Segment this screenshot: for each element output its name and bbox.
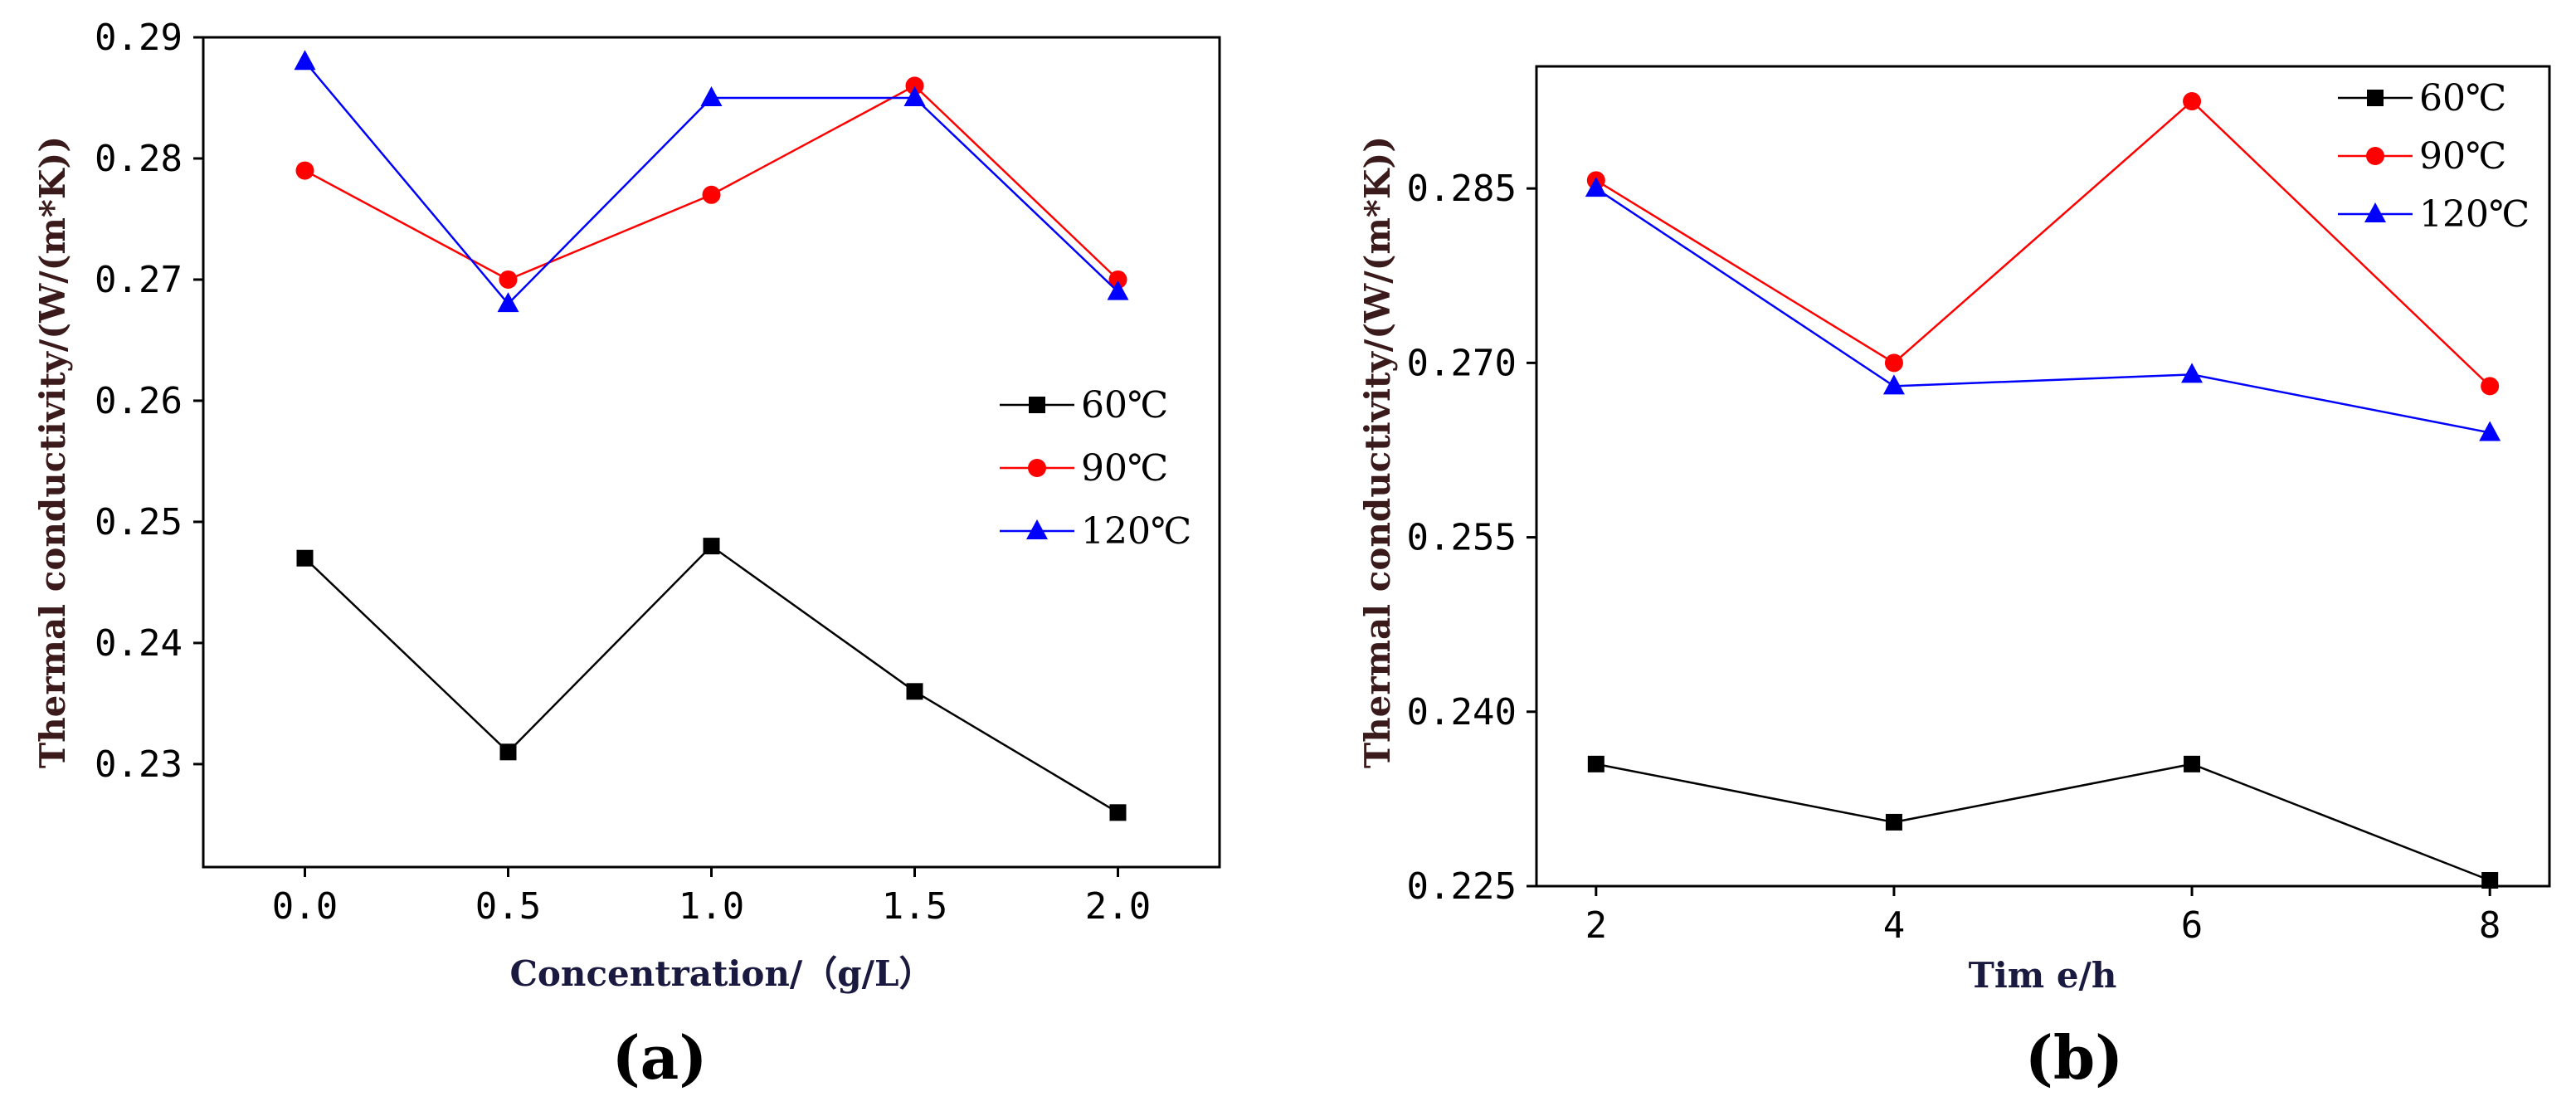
x-tick-label: 1.5 bbox=[882, 885, 947, 928]
data-point bbox=[497, 292, 519, 313]
data-point bbox=[1109, 804, 1127, 821]
data-point bbox=[296, 549, 314, 567]
data-point bbox=[905, 76, 924, 95]
data-point bbox=[1882, 374, 1905, 395]
data-point bbox=[1585, 177, 1607, 197]
y-tick-label: 0.27 bbox=[95, 259, 183, 301]
y-tick-label: 0.225 bbox=[1407, 865, 1517, 908]
y-axis-label: Thermal conductivity/(W/(m*K)) bbox=[1357, 136, 1398, 768]
y-tick-label: 0.285 bbox=[1407, 168, 1517, 210]
legend-marker bbox=[1026, 519, 1048, 539]
x-axis-label: Tim e/h bbox=[1969, 955, 2117, 996]
y-tick-label: 0.255 bbox=[1407, 517, 1517, 559]
legend-marker bbox=[2364, 202, 2386, 222]
legend-marker bbox=[1028, 459, 1046, 477]
data-point bbox=[294, 50, 316, 71]
data-point bbox=[700, 85, 723, 106]
y-tick-label: 0.25 bbox=[95, 501, 183, 543]
data-point bbox=[1587, 755, 1605, 772]
y-tick-label: 0.24 bbox=[95, 622, 183, 665]
legend-label: 90℃ bbox=[1081, 447, 1168, 490]
x-tick-label: 0.0 bbox=[272, 885, 338, 928]
data-point bbox=[2479, 421, 2501, 441]
x-tick-label: 6 bbox=[2181, 904, 2203, 947]
x-axis-label: Concentration/（g/L） bbox=[509, 953, 933, 994]
legend-marker bbox=[2367, 90, 2384, 106]
series-line bbox=[1595, 100, 2491, 387]
data-point bbox=[2481, 871, 2499, 889]
series-line bbox=[1595, 763, 2491, 882]
y-tick-label: 0.28 bbox=[95, 138, 183, 180]
x-tick-label: 8 bbox=[2479, 904, 2501, 947]
series-line bbox=[304, 84, 1119, 281]
data-point bbox=[906, 683, 923, 700]
data-point bbox=[703, 538, 720, 555]
legend-label: 120℃ bbox=[2419, 193, 2530, 236]
x-tick-label: 4 bbox=[1883, 904, 1906, 947]
chart-panel-b: 0.225 0.240 0.255 0.270 0.285 2 4 6 8 Tim e/h Ther… bbox=[1357, 65, 2551, 1093]
y-axis-label: Thermal conductivity/(W/(m*K)) bbox=[32, 136, 73, 768]
data-point bbox=[903, 85, 926, 106]
data-point bbox=[2481, 377, 2500, 396]
data-point bbox=[2183, 92, 2202, 111]
legend-marker bbox=[2366, 147, 2384, 165]
series-line bbox=[304, 544, 1119, 814]
y-tick-label: 0.26 bbox=[95, 380, 183, 422]
y-tick-label: 0.23 bbox=[95, 743, 183, 786]
data-point bbox=[499, 270, 518, 289]
legend-label: 120℃ bbox=[1081, 510, 1191, 553]
x-tick-label: 2 bbox=[1585, 904, 1608, 947]
panel-label: (b) bbox=[2025, 1022, 2123, 1093]
y-tick-label: 0.29 bbox=[95, 17, 183, 59]
data-point bbox=[1884, 353, 1903, 373]
data-point bbox=[1885, 813, 1902, 831]
panel-label: (a) bbox=[612, 1022, 708, 1093]
x-tick-label: 0.5 bbox=[475, 885, 541, 928]
y-tick-label: 0.240 bbox=[1407, 691, 1517, 733]
data-point bbox=[702, 185, 721, 204]
data-point bbox=[499, 743, 517, 761]
data-point bbox=[295, 161, 314, 180]
plot-frame bbox=[1535, 65, 2551, 888]
x-tick-label: 1.0 bbox=[679, 885, 744, 928]
x-tick-label: 2.0 bbox=[1085, 885, 1151, 928]
series-line bbox=[1595, 188, 2491, 434]
chart-panel-a: 0.23 0.24 0.25 0.26 0.27 0.28 0.29 0.0 0.5 1.0 1.5… bbox=[32, 17, 1221, 1093]
legend-label: 60℃ bbox=[1081, 384, 1168, 426]
legend-label: 90℃ bbox=[2419, 135, 2506, 178]
data-point bbox=[1108, 270, 1127, 289]
plot-frame bbox=[202, 36, 1221, 869]
y-tick-label: 0.270 bbox=[1407, 342, 1517, 384]
legend-label: 60℃ bbox=[2419, 77, 2506, 119]
data-point bbox=[1107, 280, 1129, 300]
data-point bbox=[2184, 755, 2201, 772]
data-point bbox=[2181, 363, 2203, 383]
legend-marker bbox=[1029, 397, 1045, 413]
